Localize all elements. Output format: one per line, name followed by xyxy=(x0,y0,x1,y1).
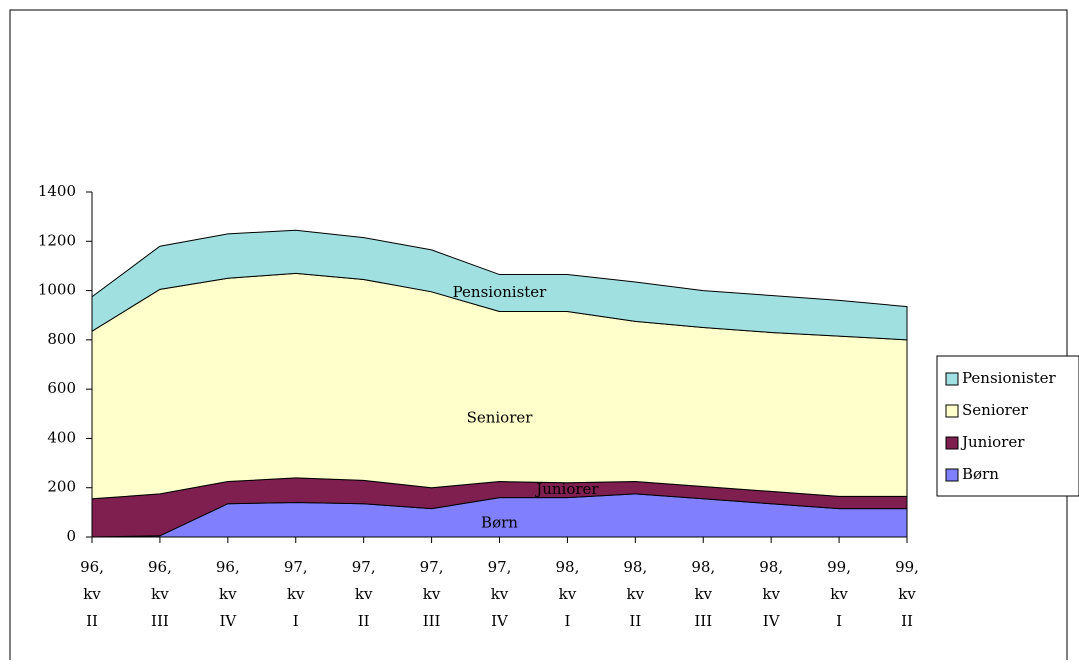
x-tick-label: kv xyxy=(694,585,712,603)
y-tick-label: 0 xyxy=(66,527,76,545)
x-tick-label: III xyxy=(423,612,441,630)
legend-label: Seniorer xyxy=(962,401,1029,419)
legend-label: Børn xyxy=(962,465,999,483)
x-tick-label: II xyxy=(629,612,641,630)
x-tick-label: kv xyxy=(355,585,373,603)
x-tick-label: kv xyxy=(287,585,305,603)
x-tick-label: 96, xyxy=(216,558,240,576)
x-tick-label: kv xyxy=(423,585,441,603)
legend-swatch xyxy=(945,436,959,450)
x-tick-label: 96, xyxy=(80,558,104,576)
x-tick-label: 98, xyxy=(691,558,715,576)
x-tick-label: kv xyxy=(830,585,848,603)
x-tick-label: 97, xyxy=(488,558,512,576)
x-tick-label: 97, xyxy=(284,558,308,576)
legend-swatch xyxy=(945,404,959,418)
x-tick-label: IV xyxy=(491,612,509,630)
x-tick-label: IV xyxy=(763,612,781,630)
x-tick-label: 99, xyxy=(895,558,919,576)
y-tick-label: 600 xyxy=(47,379,76,397)
x-tick-label: III xyxy=(151,612,169,630)
legend-label: Pensionister xyxy=(962,369,1057,387)
x-tick-label: III xyxy=(694,612,712,630)
x-tick-label: 96, xyxy=(148,558,172,576)
y-tick-label: 800 xyxy=(47,330,76,348)
x-tick-label: IV xyxy=(219,612,237,630)
x-tick-label: II xyxy=(901,612,913,630)
x-tick-label: I xyxy=(564,612,570,630)
x-tick-label: 98, xyxy=(623,558,647,576)
area-label: Juniorer xyxy=(534,480,599,498)
area-label: Seniorer xyxy=(467,409,534,427)
y-tick-label: 200 xyxy=(47,478,76,496)
area xyxy=(91,229,908,341)
area-label: Børn xyxy=(481,513,518,531)
x-tick-label: II xyxy=(358,612,370,630)
x-tick-label: 98, xyxy=(555,558,579,576)
legend-box xyxy=(936,355,1079,497)
y-tick-label: 1000 xyxy=(38,281,76,299)
x-tick-label: kv xyxy=(627,585,645,603)
x-tick-label: II xyxy=(86,612,98,630)
legend-label: Juniorer xyxy=(960,433,1025,451)
y-tick-label: 1400 xyxy=(38,182,76,200)
x-tick-label: kv xyxy=(898,585,916,603)
area-label: Pensionister xyxy=(453,283,548,301)
x-tick-label: 99, xyxy=(827,558,851,576)
legend-swatch xyxy=(945,372,959,386)
x-tick-label: kv xyxy=(559,585,577,603)
legend-swatch xyxy=(945,468,959,482)
x-tick-label: 98, xyxy=(759,558,783,576)
x-tick-label: kv xyxy=(491,585,509,603)
y-tick-label: 1200 xyxy=(38,231,76,249)
x-tick-label: I xyxy=(836,612,842,630)
x-tick-label: 97, xyxy=(352,558,376,576)
x-tick-label: kv xyxy=(762,585,780,603)
y-tick-label: 400 xyxy=(47,428,76,446)
x-tick-label: kv xyxy=(219,585,237,603)
chart-frame xyxy=(9,9,1068,660)
x-tick-label: kv xyxy=(83,585,101,603)
x-tick-label: I xyxy=(293,612,299,630)
x-tick-label: 97, xyxy=(420,558,444,576)
x-tick-label: kv xyxy=(151,585,169,603)
